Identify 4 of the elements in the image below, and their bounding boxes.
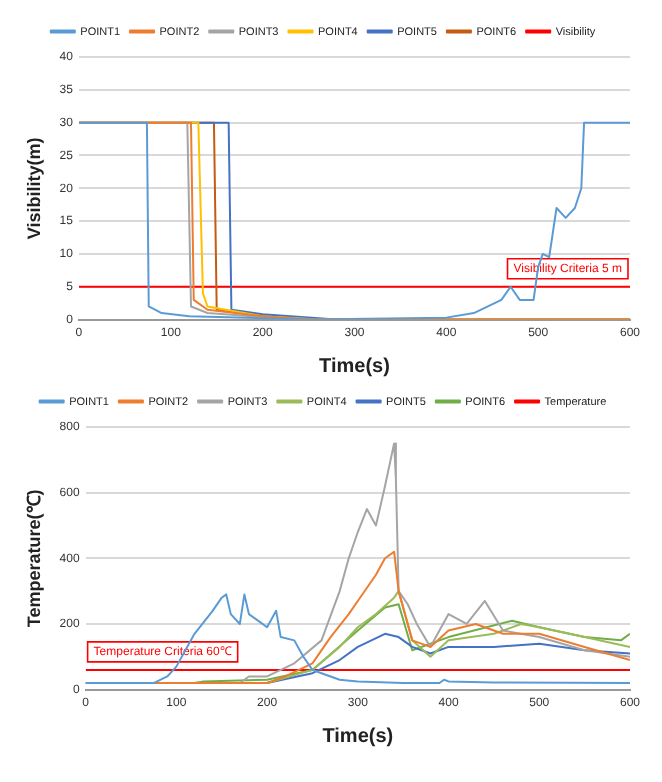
y-axis-title: Visibility(m): [23, 137, 44, 240]
y-axis-title: Temperature(℃): [23, 489, 44, 628]
x-axis-title: Time(s): [319, 355, 390, 378]
x-axis-title: Time(s): [322, 725, 394, 748]
